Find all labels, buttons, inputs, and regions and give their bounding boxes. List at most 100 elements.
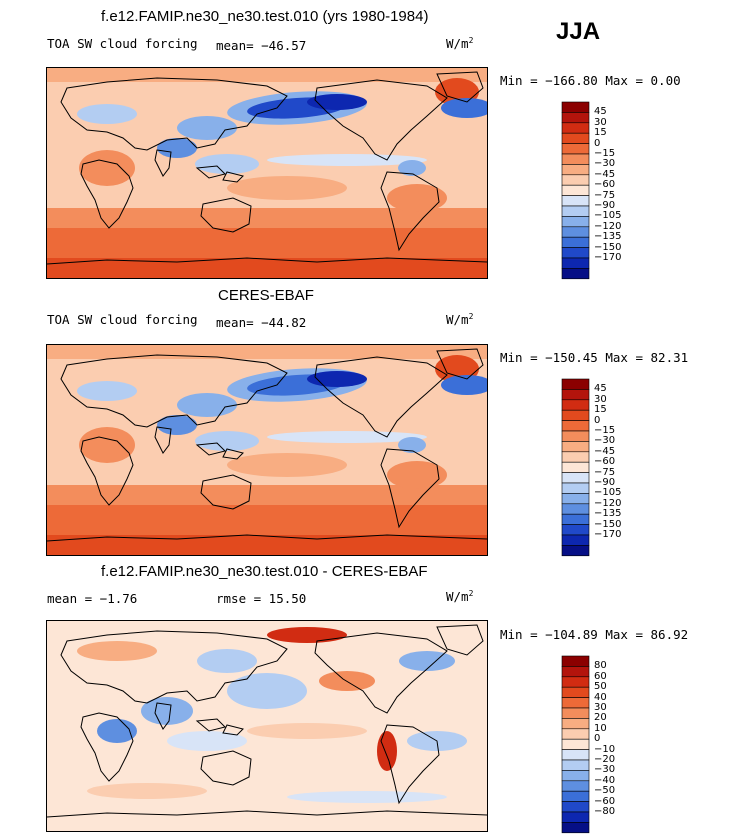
colorbar-tick-label: −60 — [594, 795, 616, 807]
panel1-mean: mean= −46.57 — [216, 38, 307, 53]
colorbar-tick-label: −90 — [594, 200, 616, 211]
coastline — [436, 624, 484, 656]
field-blob — [195, 154, 259, 174]
colorbar-swatch — [561, 790, 590, 802]
colorbar-tick-label: 30 — [594, 393, 607, 405]
coastline — [222, 171, 244, 183]
colorbar-swatch — [561, 655, 590, 667]
coastline — [380, 448, 440, 529]
coastline — [60, 630, 288, 704]
field-blob — [197, 649, 257, 673]
colorbar-tick-label: 0 — [594, 414, 601, 426]
field-blob — [247, 723, 367, 739]
coastline — [60, 354, 288, 428]
coastline — [154, 702, 172, 730]
field-blob — [177, 116, 237, 140]
colorbar-tick-label: −30 — [594, 764, 616, 776]
colorbar-swatch — [561, 101, 590, 113]
colorbar-tick-label: −105 — [594, 487, 622, 499]
colorbar-tick-label: 50 — [594, 681, 607, 693]
colorbar-tick-label: −40 — [594, 774, 616, 786]
colorbar-swatch — [561, 513, 590, 525]
colorbar-swatch — [561, 770, 590, 782]
colorbar-swatch — [561, 195, 590, 207]
colorbar-swatch — [561, 759, 590, 771]
field-blob — [227, 176, 347, 200]
colorbar-swatch — [561, 461, 590, 473]
coastline — [380, 171, 440, 252]
colorbar-swatch — [561, 780, 590, 792]
colorbar-swatch — [561, 472, 590, 484]
panel3-units: W/m2 — [446, 589, 474, 605]
field-blob — [387, 184, 447, 212]
colorbar-tick-label: −45 — [594, 445, 616, 457]
colorbar-tick-label: −150 — [594, 241, 622, 253]
coastline — [80, 712, 134, 782]
colorbar-tick-label: 45 — [594, 383, 607, 395]
field-blob — [307, 94, 367, 110]
colorbar-tick-label: −30 — [594, 435, 616, 447]
colorbar-tick-label: 15 — [594, 127, 607, 139]
colorbar-tick-label: 60 — [594, 670, 607, 682]
colorbar-tick-label: 0 — [594, 137, 601, 149]
colorbar-tick-label: −135 — [594, 231, 622, 243]
colorbar-swatch — [561, 697, 590, 709]
coastline — [200, 197, 252, 233]
field-blob — [141, 697, 193, 725]
field-blob — [398, 437, 426, 453]
panel3-title: f.e12.FAMIP.ne30_ne30.test.010 - CERES-E… — [101, 563, 428, 580]
field-blob — [441, 375, 487, 395]
colorbar-tick-label: −15 — [594, 148, 616, 159]
coastline — [47, 534, 487, 542]
coastline — [154, 426, 172, 454]
field-blob — [87, 783, 207, 799]
colorbar-tick-label: −60 — [594, 456, 616, 468]
colorbar-tick-label: −80 — [594, 806, 616, 817]
colorbar-tick-label: 15 — [594, 404, 607, 416]
panel2-mean: mean= −44.82 — [216, 315, 307, 330]
colorbar-swatch — [561, 686, 590, 698]
field-band-southern-ocean — [47, 228, 487, 258]
coastline — [380, 724, 440, 805]
colorbar-swatch — [561, 153, 590, 165]
field-blob — [441, 98, 487, 118]
colorbar-swatch — [561, 174, 590, 186]
colorbar-swatch — [561, 236, 590, 248]
colorbar-swatch — [561, 430, 590, 442]
field-blob — [307, 371, 367, 387]
field-blob — [227, 453, 347, 477]
field-blob — [77, 381, 137, 401]
field-blob — [157, 138, 197, 158]
colorbar-swatch — [561, 718, 590, 730]
coastline — [47, 810, 487, 818]
colorbar-tick-label: −45 — [594, 168, 616, 180]
colorbar-swatch — [561, 409, 590, 421]
colorbar-swatch — [561, 164, 590, 176]
colorbar-tick-label: −170 — [594, 252, 622, 263]
colorbar-tick-label: 30 — [594, 116, 607, 128]
colorbar-swatch — [561, 205, 590, 217]
colorbar-tick-label: −60 — [594, 179, 616, 191]
colorbar-swatch — [561, 112, 590, 124]
panel3-mean: mean = −1.76 — [47, 591, 138, 606]
colorbar-swatch — [561, 184, 590, 196]
colorbar-tick-label: −170 — [594, 529, 622, 540]
colorbar-tick-label: −30 — [594, 158, 616, 170]
coastline — [222, 448, 244, 460]
colorbar-swatch — [561, 738, 590, 750]
colorbar-tick-label: −50 — [594, 785, 616, 797]
colorbar-swatch — [561, 143, 590, 155]
colorbar-swatch — [561, 545, 590, 557]
colorbar-tick-label: 30 — [594, 702, 607, 713]
colorbar-swatch — [561, 132, 590, 144]
coastline — [154, 149, 172, 177]
colorbar-swatch — [561, 811, 590, 823]
field-band-midlat — [47, 208, 487, 228]
field-blob — [267, 627, 347, 643]
coastline — [195, 165, 226, 179]
colorbar-swatch — [561, 534, 590, 546]
field-blob — [157, 415, 197, 435]
colorbar-swatch — [561, 707, 590, 719]
colorbar-swatch — [561, 503, 590, 515]
coastline — [195, 718, 226, 732]
